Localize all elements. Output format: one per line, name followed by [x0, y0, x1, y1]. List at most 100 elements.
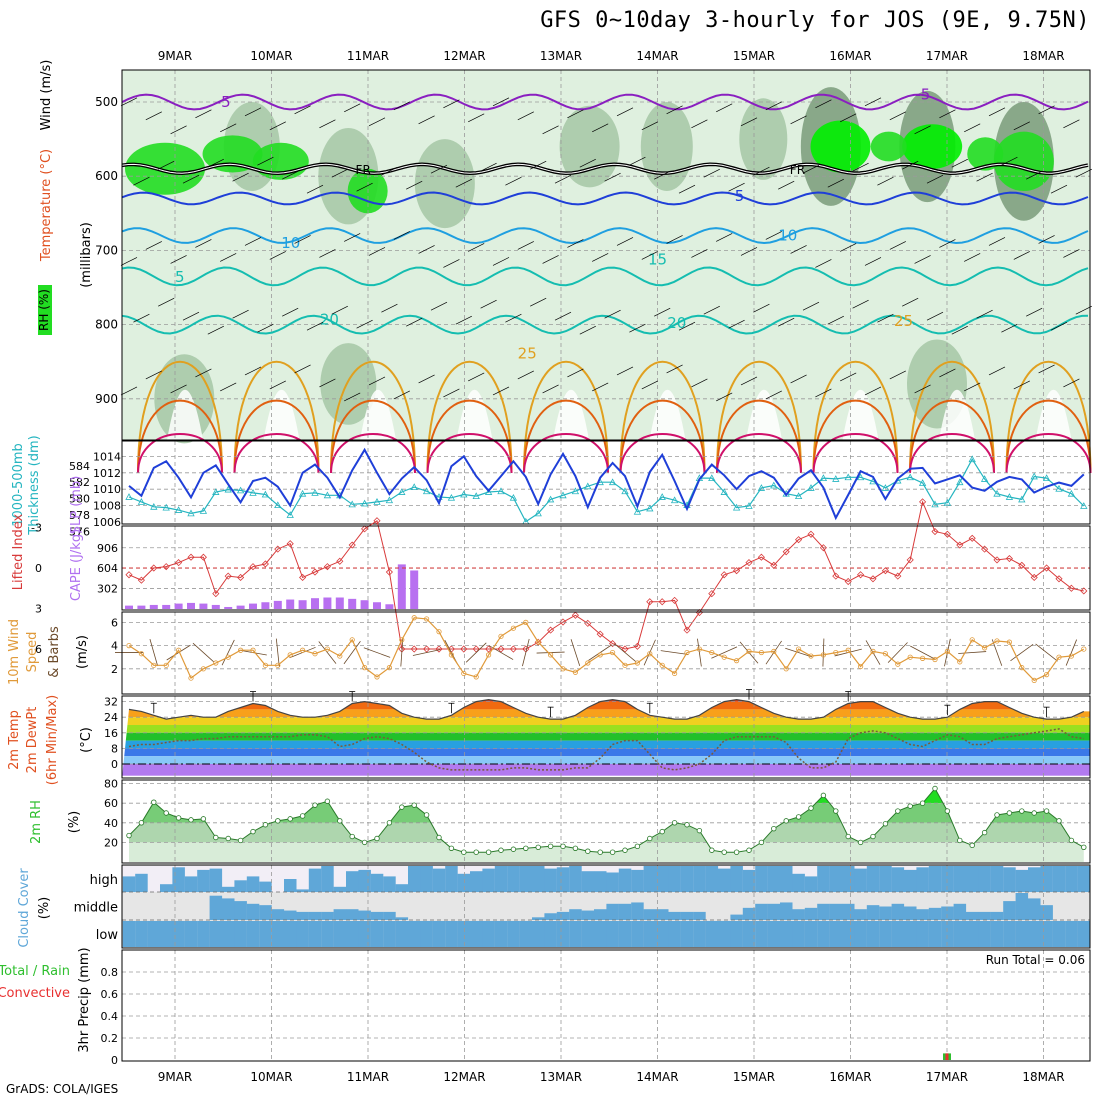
wind-barb	[319, 119, 336, 129]
temp-contour-35	[716, 433, 802, 474]
cape-bar	[323, 597, 332, 609]
wind-barb	[517, 111, 534, 121]
cloud-bar	[259, 921, 272, 947]
cloud-bar	[556, 911, 570, 920]
wind-barb	[170, 384, 187, 394]
cloud-bar	[346, 909, 359, 920]
cape-bar	[410, 570, 419, 609]
wind-barb	[1075, 305, 1092, 315]
wind-barb	[207, 325, 224, 335]
cloud-bar	[147, 921, 161, 947]
cloud-bar	[631, 902, 644, 920]
wind-barb	[294, 235, 311, 244]
wind-barb	[406, 180, 423, 190]
cloud-bar	[842, 921, 855, 947]
wind-barb	[1001, 156, 1018, 166]
cloud-bar	[842, 903, 855, 920]
cloud-bar	[519, 866, 533, 892]
rh-point	[448, 845, 455, 851]
wind-panel: 2 4 6 10m Wind Speed & Barbs (m/s)	[7, 611, 1091, 695]
wind-barb	[629, 323, 646, 333]
rh-point	[944, 808, 951, 814]
rh-point	[572, 845, 579, 851]
thickness-series	[128, 458, 1085, 523]
thickness-point	[856, 473, 865, 481]
cloud-bar	[866, 921, 880, 947]
cloud-bar	[358, 910, 371, 920]
wind-barb	[703, 168, 720, 178]
wind-barb	[939, 368, 956, 378]
wind-barb	[170, 125, 187, 135]
lifted-index-point	[348, 541, 356, 549]
cape-bar	[137, 605, 146, 609]
lifted-index-point	[646, 598, 654, 606]
wind-barb	[1026, 170, 1043, 180]
temp-contour-25	[523, 360, 609, 474]
wind-barb	[976, 172, 993, 182]
cloud-bar	[866, 905, 880, 920]
wind-barb	[864, 257, 882, 266]
wind-speed-point	[275, 662, 281, 668]
temp-contour-35	[523, 433, 609, 474]
wind-barb	[120, 386, 138, 396]
wind-barb	[145, 370, 162, 380]
cloud-bar	[953, 921, 967, 947]
wind-speed-point	[808, 653, 814, 659]
thickness-point	[732, 503, 741, 511]
wind-speed-point	[981, 645, 988, 651]
cape-bar	[335, 597, 344, 609]
wind-speed-point	[176, 647, 182, 653]
cloud-panel: high middle low Cloud Cover (%)	[17, 864, 1091, 949]
y-tick-label: 32	[104, 696, 118, 709]
lifted-index-point	[981, 545, 989, 553]
wind-speed-point	[374, 674, 380, 680]
wind-barb	[889, 111, 906, 121]
lifted-index-point	[683, 626, 691, 634]
lifted-index-point	[968, 534, 976, 542]
cloud-bar	[656, 909, 669, 920]
wind-barb	[465, 642, 487, 663]
cloud-bar	[1052, 866, 1066, 892]
cape-bar	[199, 603, 208, 609]
cloud-bar	[854, 921, 867, 947]
wind-barb	[988, 107, 1006, 117]
cloud-bar	[581, 871, 595, 892]
cape-lifted-panel: -3 0 3 6 302 604 906 Lifted Index CAPE (J/kg)	[11, 498, 1091, 656]
cloud-bar	[792, 873, 805, 892]
slp-series	[128, 447, 1085, 521]
wind-barb	[149, 638, 159, 667]
cloud-bar	[432, 921, 446, 947]
rh-point	[1031, 810, 1037, 816]
wind-barb	[740, 117, 758, 127]
lifted-index-point	[385, 568, 393, 576]
cloud-bar	[1015, 893, 1029, 920]
y-tick-label: 0	[35, 562, 42, 575]
wind-barb	[331, 305, 348, 315]
cloud-bar	[234, 901, 247, 920]
thickness-point	[708, 474, 716, 481]
rh-point	[783, 818, 789, 824]
lifted-index-point	[869, 575, 877, 583]
wind-barb	[840, 372, 857, 382]
cloud-bar	[780, 921, 793, 947]
rh-region	[739, 98, 788, 180]
wind-barb	[1075, 168, 1092, 178]
cloud-bar	[556, 921, 570, 947]
rh-point	[857, 839, 864, 846]
temperature-panel: 0 8 16 24 32 2m Temp 2m DewPt (6hr Min/Max) (°C)	[7, 689, 1091, 785]
cloud-bar	[296, 911, 309, 920]
cape-bar	[397, 564, 406, 609]
rh-point	[994, 812, 1000, 818]
temp-contour-25	[137, 360, 223, 474]
wind-barb	[418, 115, 435, 125]
wind-barb	[368, 247, 386, 256]
rh-point	[882, 821, 889, 827]
lifted-index-point	[807, 530, 815, 538]
cape-bar	[236, 605, 245, 609]
contour-label: 10	[778, 227, 797, 245]
wind-barb	[864, 97, 882, 107]
x-tick-label-top: 11MAR	[347, 49, 389, 63]
temp-contour-25	[233, 360, 320, 474]
wind-barb	[363, 647, 391, 658]
thickness-point	[720, 488, 728, 495]
